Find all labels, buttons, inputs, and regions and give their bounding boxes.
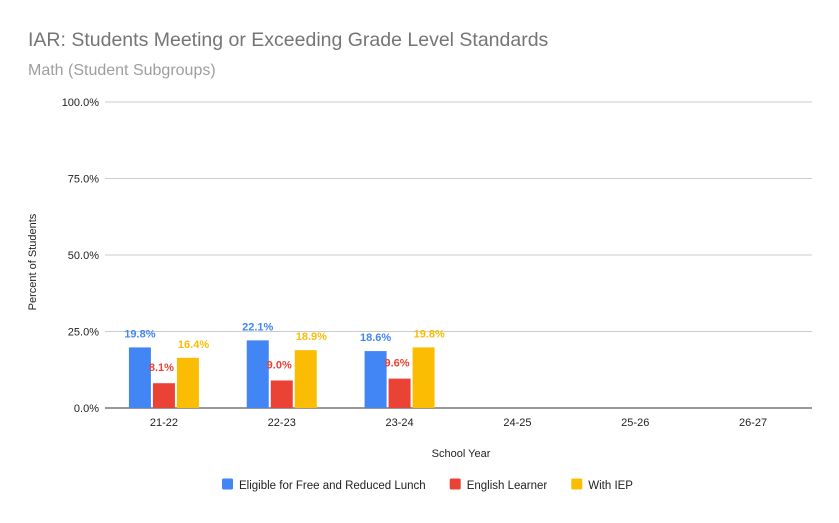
legend: Eligible for Free and Reduced Lunch Engli…	[222, 478, 633, 492]
x-tick-label-21-22: 21-22	[150, 417, 178, 429]
bar-series-0-22-23[interactable]	[246, 340, 269, 408]
x-tick-label-26-27: 26-27	[739, 417, 767, 429]
bars-layer	[128, 340, 435, 408]
legend-swatch-0	[222, 478, 234, 490]
data-labels-layer: 19.8% 8.1% 16.4% 22.1% 9.0% 18.9% 18.6% 9.6% 19.…	[124, 321, 445, 374]
y-axis-label: Percent of Students	[27, 213, 39, 310]
legend-label-0: Eligible for Free and Reduced Lunch	[239, 480, 426, 492]
y-tick-label: 25.0%	[68, 327, 99, 339]
bar-series-2-23-24[interactable]	[412, 347, 435, 408]
y-tick-label: 0.0%	[74, 403, 99, 415]
bar-series-0-21-22[interactable]	[128, 347, 151, 408]
data-label-series-2-23-24: 19.8%	[414, 328, 445, 340]
bar-series-0-23-24[interactable]	[364, 351, 387, 408]
bar-series-1-21-22[interactable]	[152, 383, 175, 408]
legend-swatch-2	[571, 478, 583, 490]
x-tick-labels: 21-22 22-23 23-24 24-25 25-26 26-27	[150, 417, 767, 429]
data-label-series-1-21-22: 8.1%	[149, 362, 174, 374]
grid-layer: 0.0% 25.0% 50.0% 75.0% 100.0%	[62, 97, 812, 415]
data-label-series-0-21-22: 19.8%	[124, 328, 155, 340]
bar-series-1-22-23[interactable]	[270, 380, 293, 408]
x-tick-label-22-23: 22-23	[268, 417, 296, 429]
bar-series-2-22-23[interactable]	[294, 350, 317, 408]
x-tick-label-23-24: 23-24	[386, 417, 414, 429]
chart-subtitle: Math (Student Subgroups)	[28, 62, 216, 79]
y-tick-label: 75.0%	[68, 174, 99, 186]
x-tick-label-24-25: 24-25	[503, 417, 531, 429]
legend-swatch-1	[449, 478, 461, 490]
data-label-series-0-23-24: 18.6%	[360, 332, 391, 344]
bar-series-1-23-24[interactable]	[388, 378, 411, 408]
legend-label-2: With IEP	[588, 480, 633, 492]
data-label-series-1-23-24: 9.6%	[385, 358, 410, 370]
data-label-series-1-22-23: 9.0%	[267, 359, 292, 371]
bar-series-2-21-22[interactable]	[176, 357, 199, 408]
y-tick-label: 100.0%	[62, 97, 100, 109]
legend-label-1: English Learner	[467, 480, 548, 492]
chart-title: IAR: Students Meeting or Exceeding Grade…	[28, 29, 549, 51]
y-tick-label: 50.0%	[68, 250, 99, 262]
x-tick-label-25-26: 25-26	[621, 417, 649, 429]
data-label-series-0-22-23: 22.1%	[242, 321, 273, 333]
data-label-series-2-21-22: 16.4%	[178, 339, 209, 351]
data-label-series-2-22-23: 18.9%	[296, 331, 327, 343]
x-axis-label: School Year	[432, 448, 491, 460]
